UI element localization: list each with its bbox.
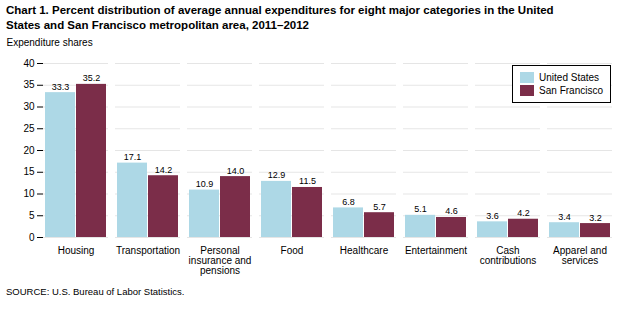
svg-text:14.2: 14.2 — [155, 165, 173, 175]
svg-text:Healthcare: Healthcare — [340, 244, 389, 255]
svg-text:12.9: 12.9 — [268, 170, 286, 180]
html-text:Chart 1. Percent distribution: Chart 1. Percent distribution of average… — [6, 4, 554, 31]
svg-text:Personalinsurance andpensions: Personalinsurance andpensions — [189, 244, 252, 275]
svg-text:5.1: 5.1 — [414, 204, 427, 214]
svg-text:17.1: 17.1 — [124, 152, 142, 162]
svg-text:Entertainment: Entertainment — [405, 244, 467, 255]
svg-text:3.6: 3.6 — [486, 211, 499, 221]
svg-text:Food: Food — [281, 244, 304, 255]
svg-text:Apparel andservices: Apparel andservices — [553, 244, 607, 265]
html-text:SOURCE: U.S. Bureau of Labor S: SOURCE: U.S. Bureau of Labor Statistics. — [6, 285, 185, 297]
svg-text:25: 25 — [23, 123, 35, 134]
svg-text:5.7: 5.7 — [373, 202, 386, 212]
svg-text:4.2: 4.2 — [517, 208, 530, 218]
svg-text:Housing: Housing — [58, 244, 95, 255]
svg-text:11.5: 11.5 — [299, 176, 316, 186]
svg-text:30: 30 — [23, 101, 35, 112]
svg-text:40: 40 — [23, 58, 35, 69]
svg-text:10: 10 — [23, 188, 35, 199]
svg-text:6.8: 6.8 — [342, 197, 355, 207]
svg-text:Transportation: Transportation — [116, 244, 180, 255]
svg-text:10.9: 10.9 — [196, 179, 214, 189]
html-text:United States: United States — [539, 71, 600, 83]
svg-text:3.4: 3.4 — [558, 212, 571, 222]
svg-text:33.3: 33.3 — [52, 82, 70, 92]
svg-text:Expenditure shares: Expenditure shares — [7, 36, 93, 47]
svg-text:20: 20 — [23, 145, 35, 156]
svg-text:14.0: 14.0 — [227, 165, 245, 175]
svg-text:3.2: 3.2 — [589, 212, 602, 222]
html-text:San Francisco: San Francisco — [539, 84, 603, 96]
svg-text:35: 35 — [23, 79, 35, 90]
svg-text:0: 0 — [29, 232, 35, 243]
svg-text:4.6: 4.6 — [445, 206, 458, 216]
svg-text:Cashcontributions: Cashcontributions — [480, 244, 537, 265]
svg-text:15: 15 — [23, 166, 35, 177]
svg-text:35.2: 35.2 — [83, 73, 101, 83]
svg-text:5: 5 — [29, 210, 35, 221]
